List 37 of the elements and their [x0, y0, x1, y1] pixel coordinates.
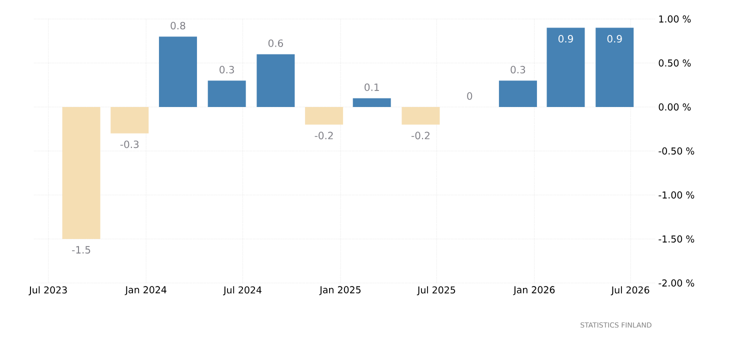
- y-tick-label: 1.00 %: [659, 15, 691, 23]
- data-label: 0.3: [510, 66, 526, 74]
- y-tick-label: -1.50 %: [658, 235, 694, 243]
- bar: [305, 107, 344, 125]
- data-label: 0.9: [558, 34, 573, 43]
- x-tick-label: Jul 2025: [416, 286, 456, 296]
- data-label: -0.2: [412, 132, 430, 140]
- bar: [498, 80, 537, 107]
- data-label: 0.6: [268, 39, 284, 48]
- bar: [256, 54, 295, 107]
- x-tick-label: Jul 2024: [223, 286, 262, 296]
- y-tick-label: 0.00 %: [658, 103, 691, 111]
- x-tick-label: Jul 2023: [28, 286, 67, 296]
- data-label: 0.9: [607, 34, 622, 43]
- data-label: -0.2: [314, 132, 333, 140]
- bar: [596, 28, 634, 107]
- bar: [62, 107, 100, 239]
- data-label: -1.5: [72, 246, 90, 254]
- data-label: 0.8: [170, 22, 186, 30]
- data-label: 0.3: [220, 66, 234, 74]
- bar: [402, 107, 440, 125]
- bar: [110, 107, 149, 134]
- y-tick-label: -2.00 %: [658, 279, 694, 287]
- y-tick-label: 0.50 %: [658, 59, 691, 67]
- x-tick-label: Jan 2026: [513, 286, 555, 296]
- y-tick-label: -1.00 %: [658, 191, 694, 199]
- data-label: -0.3: [120, 140, 139, 148]
- data-label: 0.1: [364, 83, 379, 92]
- data-label: 0: [467, 92, 472, 100]
- x-tick-label: Jul 2026: [610, 286, 650, 296]
- bar: [352, 98, 391, 107]
- x-tick-label: Jan 2025: [319, 286, 361, 296]
- bar: [546, 28, 585, 107]
- y-tick-label: -0.50 %: [658, 147, 694, 155]
- x-tick-label: Jan 2024: [124, 286, 166, 296]
- bar: [158, 36, 197, 107]
- bar: [208, 80, 246, 107]
